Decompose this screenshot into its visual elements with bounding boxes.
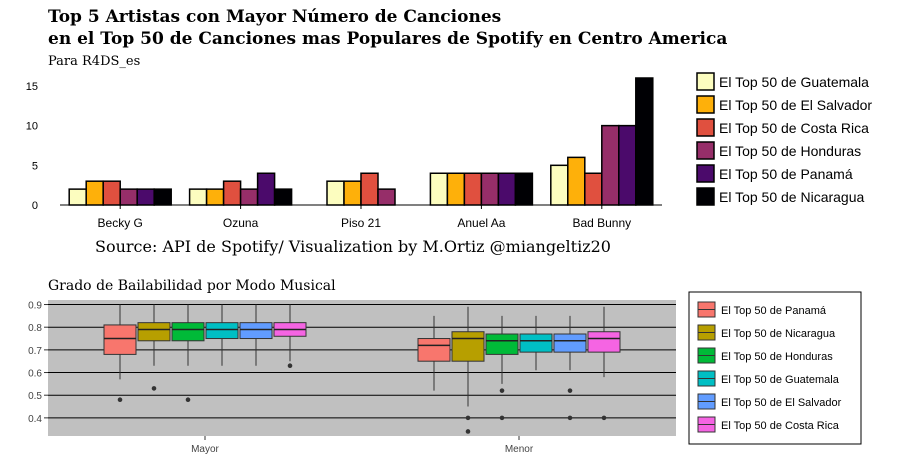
- bar-x-tick-label: Becky G: [98, 216, 143, 230]
- box-menor-el-top-50-de-panama: [417, 338, 451, 362]
- box-mayor-el-top-50-de-costa-rica-outlier: [287, 363, 293, 369]
- box-mayor-el-top-50-de-nicaragua: [137, 322, 171, 342]
- box-menor-el-top-50-de-costa-rica-outlier: [601, 415, 607, 421]
- bar-anuel-aa-el-top-50-de-honduras: [480, 172, 500, 206]
- bar-chart-title-line1: Top 5 Artistas con Mayor Número de Canci…: [48, 7, 501, 27]
- box-mayor-el-top-50-de-nicaragua-outlier: [151, 386, 157, 391]
- boxplot-legend-label: El Top 50 de El Salvador: [721, 397, 842, 409]
- box-mayor-el-top-50-de-panama-outlier: [117, 397, 123, 403]
- bar-legend-key-el-top-50-de-el-salvador: [696, 95, 715, 114]
- boxplot-x-tick-label: Mayor: [191, 444, 219, 455]
- bar-legend-label: El Top 50 de Guatemala: [719, 74, 869, 90]
- bar-becky-g-el-top-50-de-nicaragua: [153, 188, 172, 206]
- box-menor-el-top-50-de-costa-rica: [587, 331, 621, 353]
- bar-legend-label: El Top 50 de Panamá: [719, 166, 853, 182]
- bar-legend-label: El Top 50 de Costa Rica: [719, 120, 869, 136]
- bar-x-tick-label: Anuel Aa: [457, 216, 505, 230]
- bar-piso-21-el-top-50-de-costa-rica: [360, 172, 379, 206]
- bar-legend-key-el-top-50-de-guatemala: [696, 72, 715, 91]
- boxplot-legend-frame: [688, 291, 862, 445]
- bar-bad-bunny-el-top-50-de-honduras: [601, 124, 620, 206]
- bar-y-tick-label: 15: [26, 81, 38, 93]
- boxplot-y-tick-label: 0.9: [28, 301, 42, 312]
- bar-piso-21-el-top-50-de-guatemala: [326, 180, 345, 206]
- bar-becky-g-el-top-50-de-el-salvador: [85, 180, 104, 206]
- box-menor-el-top-50-de-el-salvador-outlier: [567, 388, 573, 393]
- bar-anuel-aa-el-top-50-de-costa-rica: [463, 172, 483, 206]
- bar-legend-key-el-top-50-de-nicaragua: [696, 187, 715, 206]
- box-menor-el-top-50-de-honduras: [485, 333, 519, 355]
- boxplot-y-tick-label: 0.6: [28, 369, 42, 380]
- bar-x-tick-label: Piso 21: [341, 216, 381, 230]
- bar-chart-caption: Source: API de Spotify/ Visualization by…: [95, 237, 611, 256]
- bar-anuel-aa-el-top-50-de-guatemala: [429, 172, 449, 206]
- bar-y-tick-label: 0: [32, 200, 38, 212]
- boxplot-legend-label: El Top 50 de Nicaragua: [721, 328, 836, 340]
- box-menor-el-top-50-de-nicaragua-outlier: [465, 429, 471, 434]
- bar-y-tick-label: 10: [26, 121, 38, 133]
- box-mayor-el-top-50-de-honduras-outlier: [185, 397, 191, 403]
- box-mayor-el-top-50-de-panama: [103, 324, 137, 355]
- box-menor-el-top-50-de-honduras-outlier: [499, 415, 505, 421]
- boxplot-chart: 0.4 0.5 0.6 0.7 0.8 0.9 Mayor Menor: [28, 300, 676, 455]
- bar-becky-g-el-top-50-de-guatemala: [68, 188, 87, 206]
- bar-x-tick-label: Ozuna: [223, 216, 259, 230]
- bar-y-tick-label: 5: [32, 160, 38, 172]
- bar-chart: 0 5 10 15 Becky G Ozuna Piso 21 Anuel Aa Bad Bun…: [26, 77, 662, 230]
- boxplot-legend: El Top 50 de Panamá El Top 50 de Nicaragu…: [688, 291, 862, 445]
- bar-becky-g-el-top-50-de-costa-rica: [102, 180, 121, 206]
- bar-anuel-aa-el-top-50-de-el-salvador: [446, 172, 466, 206]
- bar-bad-bunny-el-top-50-de-nicaragua: [635, 77, 654, 206]
- boxplot-y-tick-label: 0.7: [28, 346, 42, 357]
- box-menor-el-top-50-de-nicaragua-outlier: [465, 415, 471, 421]
- bar-ozuna-el-top-50-de-nicaragua: [273, 188, 293, 206]
- bar-legend-label: El Top 50 de El Salvador: [719, 97, 872, 113]
- bar-chart-title-line2: en el Top 50 de Canciones mas Populares …: [48, 29, 727, 49]
- box-menor-el-top-50-de-nicaragua: [451, 331, 485, 362]
- bar-ozuna-el-top-50-de-costa-rica: [222, 180, 242, 206]
- bar-ozuna-el-top-50-de-guatemala: [188, 188, 208, 206]
- box-menor-el-top-50-de-el-salvador: [553, 333, 587, 353]
- bar-piso-21-el-top-50-de-honduras: [377, 188, 396, 206]
- boxplot-legend-label: El Top 50 de Honduras: [721, 351, 833, 363]
- bar-ozuna-el-top-50-de-honduras: [239, 188, 259, 206]
- bar-legend-key-el-top-50-de-panama: [696, 164, 715, 183]
- boxplot-legend-label: El Top 50 de Guatemala: [721, 374, 840, 386]
- box-mayor-el-top-50-de-guatemala: [205, 322, 239, 340]
- bar-becky-g-el-top-50-de-panama: [136, 188, 155, 206]
- boxplot-y-tick-label: 0.4: [28, 414, 42, 425]
- bar-bad-bunny-el-top-50-de-panama: [618, 124, 637, 206]
- bar-legend-label: El Top 50 de Nicaragua: [719, 189, 864, 205]
- boxplot-legend-label: El Top 50 de Costa Rica: [721, 420, 840, 432]
- bar-legend-key-el-top-50-de-costa-rica: [696, 118, 715, 137]
- bar-becky-g-el-top-50-de-honduras: [119, 188, 138, 206]
- boxplot-y-tick-label: 0.5: [28, 391, 42, 402]
- bar-chart-subtitle: Para R4DS_es: [48, 54, 140, 69]
- bar-chart-legend: El Top 50 de Guatemala El Top 50 de El Sa…: [696, 72, 872, 206]
- bar-piso-21-el-top-50-de-el-salvador: [343, 180, 362, 206]
- bar-bad-bunny-el-top-50-de-costa-rica: [584, 172, 603, 206]
- boxplot-title: Grado de Bailabilidad por Modo Musical: [48, 278, 336, 294]
- box-menor-el-top-50-de-honduras-outlier: [499, 388, 505, 393]
- bar-ozuna-el-top-50-de-panama: [256, 172, 276, 206]
- box-menor-el-top-50-de-guatemala: [519, 333, 553, 353]
- bar-legend-label: El Top 50 de Honduras: [719, 143, 861, 159]
- boxplot-panel: [48, 300, 676, 436]
- box-mayor-el-top-50-de-el-salvador: [239, 322, 273, 340]
- boxplot-y-tick-label: 0.8: [28, 323, 42, 334]
- box-menor-el-top-50-de-el-salvador-outlier: [567, 415, 573, 421]
- bar-ozuna-el-top-50-de-el-salvador: [205, 188, 225, 206]
- boxplot-x-tick-label: Menor: [505, 444, 534, 455]
- bar-bad-bunny-el-top-50-de-el-salvador: [567, 156, 586, 206]
- bar-anuel-aa-el-top-50-de-nicaragua: [514, 172, 534, 206]
- bar-x-tick-label: Bad Bunny: [572, 216, 631, 230]
- box-mayor-el-top-50-de-honduras: [171, 322, 205, 342]
- bar-anuel-aa-el-top-50-de-panama: [497, 172, 517, 206]
- bar-legend-key-el-top-50-de-honduras: [696, 141, 715, 160]
- bar-bad-bunny-el-top-50-de-guatemala: [550, 164, 569, 206]
- boxplot-legend-label: El Top 50 de Panamá: [721, 305, 827, 317]
